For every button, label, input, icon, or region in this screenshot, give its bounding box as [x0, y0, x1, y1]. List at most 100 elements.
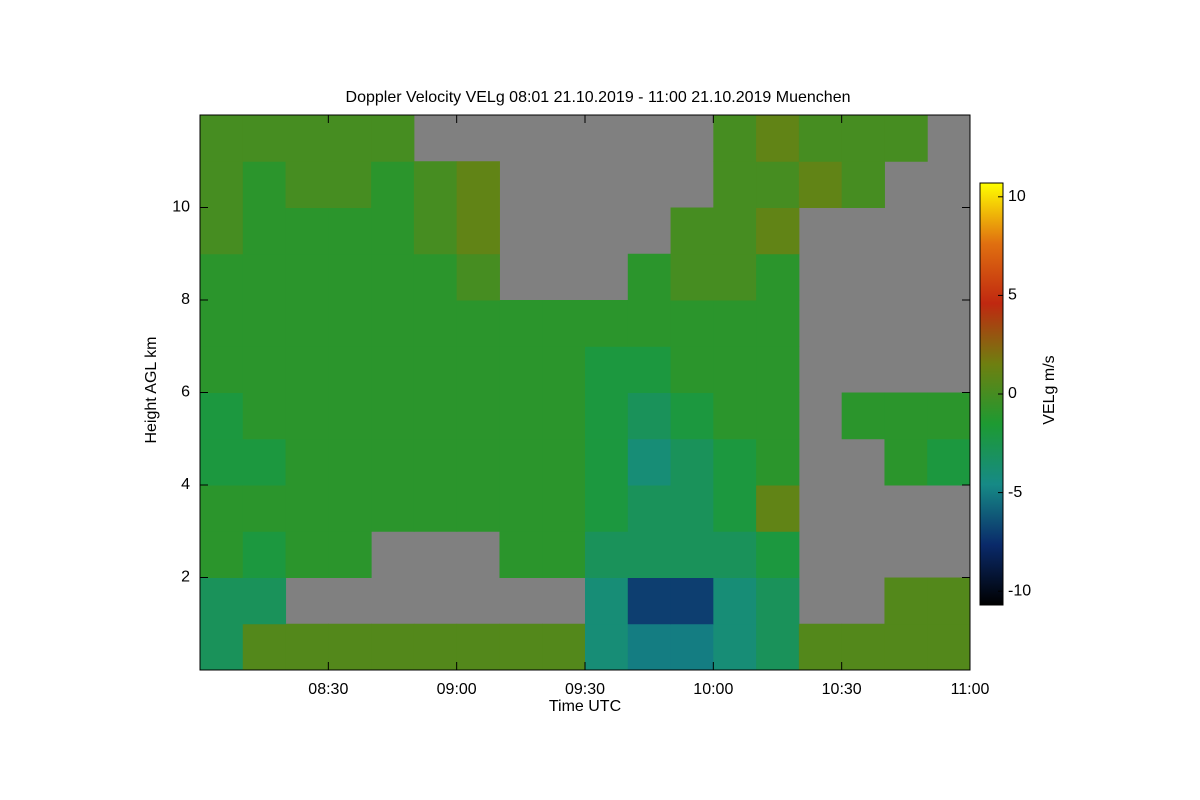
heatmap-cell [884, 623, 928, 671]
heatmap-cell [200, 346, 244, 393]
heatmap-cell [585, 438, 629, 486]
heatmap-cell [713, 623, 757, 671]
heatmap-cell [627, 300, 672, 347]
heatmap-cell [798, 115, 843, 162]
heatmap-cell [713, 207, 757, 255]
x-tick-label: 11:00 [951, 681, 990, 698]
heatmap-cell [242, 253, 287, 301]
heatmap-cell [542, 438, 586, 486]
heatmap-cell [585, 577, 629, 625]
heatmap-cell [328, 207, 372, 255]
heatmap-cell [670, 253, 714, 301]
heatmap-cell [670, 300, 714, 347]
heatmap-cell [542, 300, 586, 347]
y-tick-label: 6 [181, 384, 190, 401]
heatmap-cell [627, 346, 672, 393]
heatmap-cell [413, 207, 458, 255]
heatmap-cell [756, 531, 800, 578]
heatmap-cell [927, 623, 971, 671]
heatmap-cell [841, 392, 885, 440]
heatmap-cell [242, 531, 287, 578]
heatmap-cell [328, 485, 372, 532]
chart-title: Doppler Velocity VELg 08:01 21.10.2019 -… [346, 89, 851, 106]
heatmap-cell [200, 485, 244, 532]
heatmap-cell [798, 161, 843, 208]
heatmap-cell [456, 161, 500, 208]
heatmap-cell [328, 115, 372, 162]
heatmap-cell [200, 161, 244, 208]
heatmap-cell [713, 300, 757, 347]
heatmap-cell [285, 392, 329, 440]
heatmap-cell [670, 392, 714, 440]
heatmap-cell [200, 623, 244, 671]
heatmap-cell [627, 531, 672, 578]
heatmap-cell [884, 115, 928, 162]
heatmap-cell [285, 207, 329, 255]
heatmap-cell [627, 577, 672, 625]
heatmap-cell [841, 161, 885, 208]
heatmap-cell [200, 438, 244, 486]
heatmap-cell [371, 346, 415, 393]
heatmap-cell [670, 485, 714, 532]
heatmap-cell [242, 300, 287, 347]
heatmap-cell [670, 623, 714, 671]
heatmap-cell [713, 253, 757, 301]
heatmap-cell [328, 438, 372, 486]
heatmap-cell [756, 623, 800, 671]
colorbar-label: VELg m/s [1041, 355, 1058, 424]
heatmap-cell [542, 346, 586, 393]
heatmap-cell [627, 253, 672, 301]
heatmap-cell [328, 623, 372, 671]
heatmap-cell [371, 115, 415, 162]
heatmap-cell [285, 300, 329, 347]
heatmap-cell [499, 300, 543, 347]
heatmap-cell [499, 438, 543, 486]
heatmap-cell [670, 346, 714, 393]
heatmap-cell [756, 485, 800, 532]
heatmap-cell [285, 115, 329, 162]
heatmap-cell [200, 300, 244, 347]
heatmap-cell [242, 346, 287, 393]
x-tick-label: 09:00 [437, 681, 477, 698]
heatmap-cell [542, 392, 586, 440]
heatmap-cell [413, 346, 458, 393]
heatmap-cell [499, 392, 543, 440]
heatmap-cell [371, 438, 415, 486]
heatmap-cell [585, 623, 629, 671]
heatmap-cell [328, 300, 372, 347]
heatmap-cell [456, 485, 500, 532]
heatmap-cell [670, 531, 714, 578]
heatmap-cell [242, 577, 287, 625]
heatmap-cell [371, 623, 415, 671]
heatmap-cell [242, 115, 287, 162]
heatmap-cell [627, 485, 672, 532]
heatmap-cell [756, 392, 800, 440]
heatmap-cell [200, 207, 244, 255]
heatmap-cell [328, 161, 372, 208]
heatmap-cell [200, 253, 244, 301]
heatmap-cell [456, 253, 500, 301]
heatmap-cell [927, 438, 971, 486]
heatmap-cell [285, 531, 329, 578]
heatmap-cell [328, 392, 372, 440]
heatmap-cell [756, 161, 800, 208]
heatmap-cell [713, 161, 757, 208]
heatmap-cell [756, 115, 800, 162]
heatmap-cell [627, 623, 672, 671]
heatmap-cell [413, 392, 458, 440]
heatmap-cell [242, 161, 287, 208]
heatmap-cell [285, 161, 329, 208]
heatmap-cell [413, 300, 458, 347]
heatmap-cell [927, 577, 971, 625]
heatmap-cell [756, 346, 800, 393]
heatmap-cell [413, 161, 458, 208]
heatmap-cell [413, 485, 458, 532]
heatmap-cell [242, 485, 287, 532]
heatmap-cell [841, 115, 885, 162]
heatmap-cell [713, 392, 757, 440]
heatmap-cell [585, 392, 629, 440]
y-tick-label: 10 [172, 199, 190, 216]
colorbar-tick-label: 10 [1008, 188, 1026, 205]
heatmap-cell [627, 392, 672, 440]
